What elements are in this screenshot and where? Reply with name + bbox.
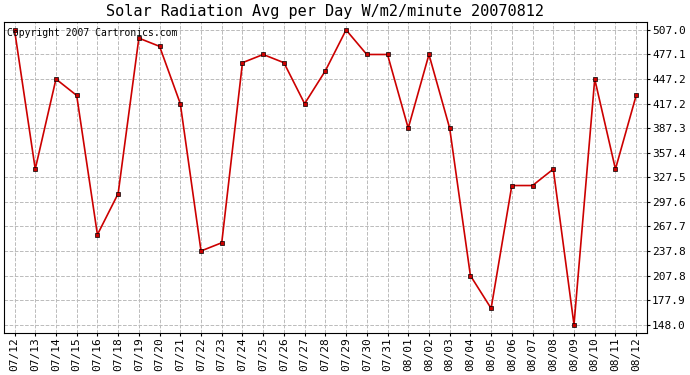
Title: Solar Radiation Avg per Day W/m2/minute 20070812: Solar Radiation Avg per Day W/m2/minute …: [106, 4, 544, 19]
Text: Copyright 2007 Cartronics.com: Copyright 2007 Cartronics.com: [8, 28, 178, 38]
